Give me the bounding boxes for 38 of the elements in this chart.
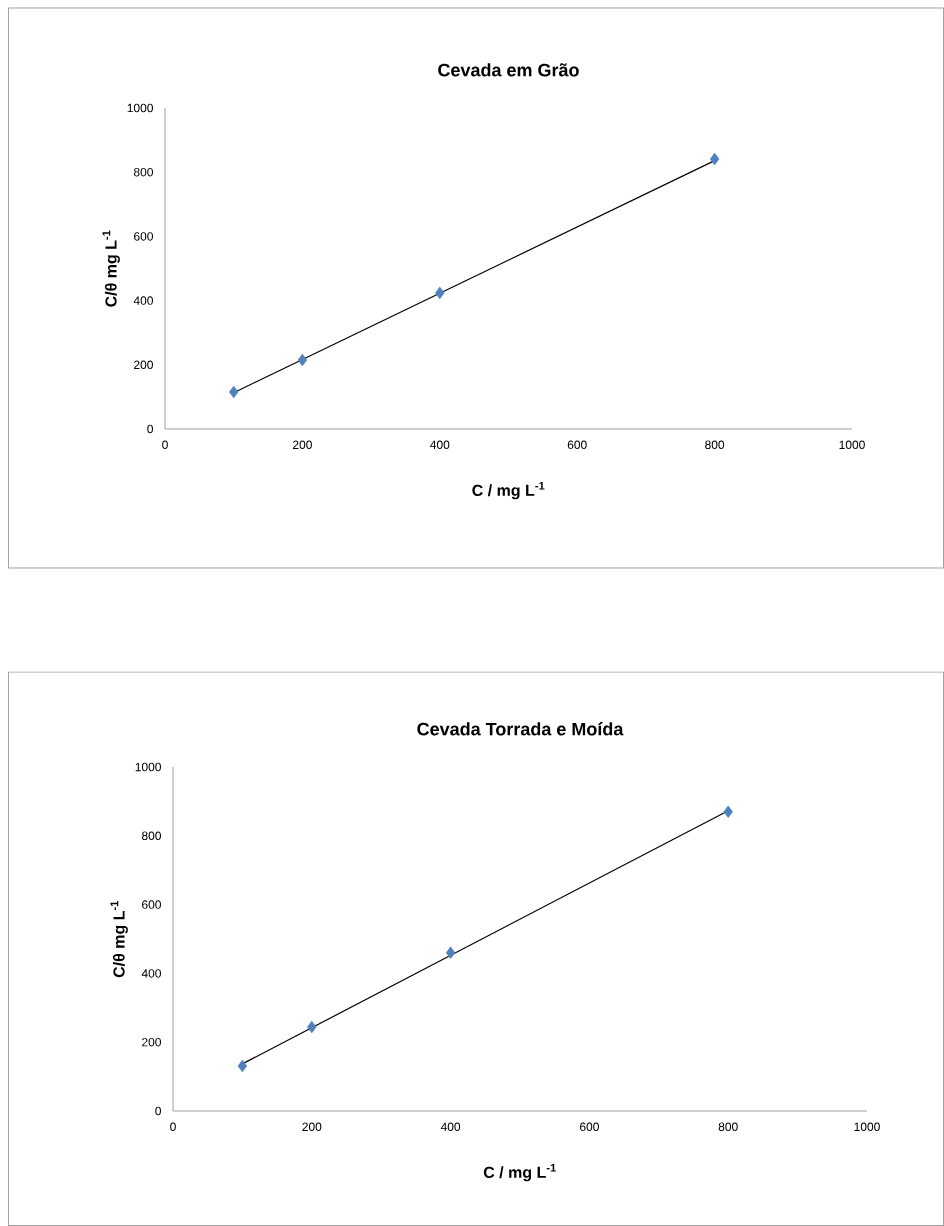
y-tick-label: 400 (141, 969, 161, 978)
x-axis-title: C / mg L$^{-1}$ (483, 1163, 556, 1182)
x-tick-label: 1000 (839, 440, 865, 450)
x-tick-label: 0 (162, 440, 168, 450)
point (229, 385, 239, 399)
x-tick-label: 600 (567, 440, 587, 450)
chart-title: Cevada em Grão (438, 63, 579, 77)
point (709, 152, 720, 166)
chart-title: Cevada Torrada e Moída (417, 722, 624, 736)
x-tick-label: 600 (580, 1122, 599, 1132)
x-tick-label: 200 (302, 1122, 322, 1132)
point (297, 353, 308, 367)
point (723, 805, 733, 818)
x-tick-label: 400 (440, 1122, 461, 1132)
y-tick-label: 0 (147, 424, 153, 434)
x-tick-label: 800 (718, 1122, 738, 1132)
point (237, 1059, 248, 1073)
y-tick-label: 600 (134, 232, 153, 241)
y-tick-label: 0 (155, 1106, 161, 1116)
point (445, 946, 456, 959)
y-tick-label: 1000 (127, 103, 153, 113)
x-tick-label: 0 (170, 1122, 176, 1132)
point (307, 1020, 317, 1034)
y-tick-label: 600 (142, 900, 161, 909)
x-tick-label: 800 (705, 440, 725, 450)
y-tick-label: 200 (142, 1037, 161, 1047)
y-tick-label: 1000 (135, 762, 161, 772)
x-axis-title: C / mg L$^{-1}$ (472, 481, 545, 500)
x-tick-label: 400 (430, 440, 450, 450)
y-tick-label: 200 (134, 360, 153, 370)
y-tick-label: 800 (141, 831, 161, 841)
y-tick-label: 800 (133, 167, 153, 177)
x-tick-label: 1000 (854, 1122, 880, 1132)
y-axis-title: C/θ mg L$^{-1}$ (102, 230, 120, 307)
x-tick-label: 200 (292, 440, 312, 450)
y-tick-label: 400 (133, 296, 153, 305)
point (435, 286, 445, 300)
y-axis-title: C/θ mg L$^{-1}$ (110, 900, 128, 978)
